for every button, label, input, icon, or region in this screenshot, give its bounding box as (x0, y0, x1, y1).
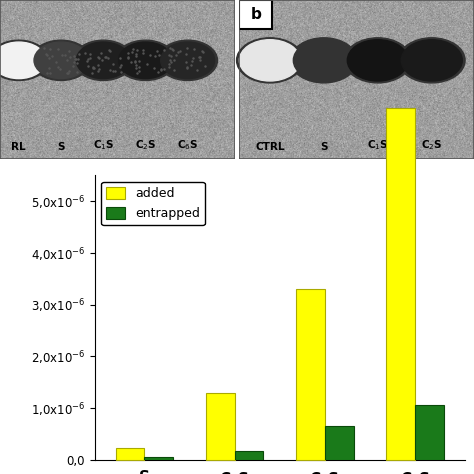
Text: CTRL: CTRL (255, 143, 284, 153)
Circle shape (401, 40, 462, 81)
Text: C$_2$S: C$_2$S (135, 138, 156, 153)
Bar (235, 451, 264, 460)
Bar (296, 289, 325, 460)
Bar (325, 426, 354, 460)
Circle shape (76, 42, 130, 79)
Circle shape (293, 40, 355, 81)
Circle shape (345, 38, 411, 83)
Bar (415, 405, 444, 460)
Text: C$_1$S: C$_1$S (367, 138, 389, 153)
Text: S: S (57, 143, 65, 153)
Circle shape (239, 40, 301, 81)
Text: b: b (250, 7, 261, 22)
Text: RL: RL (11, 143, 26, 153)
Bar (145, 456, 173, 460)
Circle shape (116, 40, 175, 81)
Legend: added, entrapped: added, entrapped (101, 182, 205, 225)
Text: S: S (320, 143, 328, 153)
Circle shape (31, 40, 91, 81)
Bar (116, 448, 145, 460)
Circle shape (347, 40, 408, 81)
FancyBboxPatch shape (239, 0, 272, 28)
Bar (206, 392, 235, 460)
Circle shape (161, 42, 215, 79)
Circle shape (399, 38, 465, 83)
Circle shape (73, 40, 133, 81)
Text: C$_2$S: C$_2$S (421, 138, 442, 153)
Circle shape (237, 38, 303, 83)
Circle shape (0, 40, 48, 81)
Circle shape (118, 42, 173, 79)
Text: C$_1$S: C$_1$S (92, 138, 114, 153)
Circle shape (34, 42, 88, 79)
Text: C$_6$S: C$_6$S (177, 138, 199, 153)
Circle shape (291, 38, 357, 83)
Circle shape (0, 42, 46, 79)
Bar (386, 108, 415, 460)
Circle shape (158, 40, 218, 81)
